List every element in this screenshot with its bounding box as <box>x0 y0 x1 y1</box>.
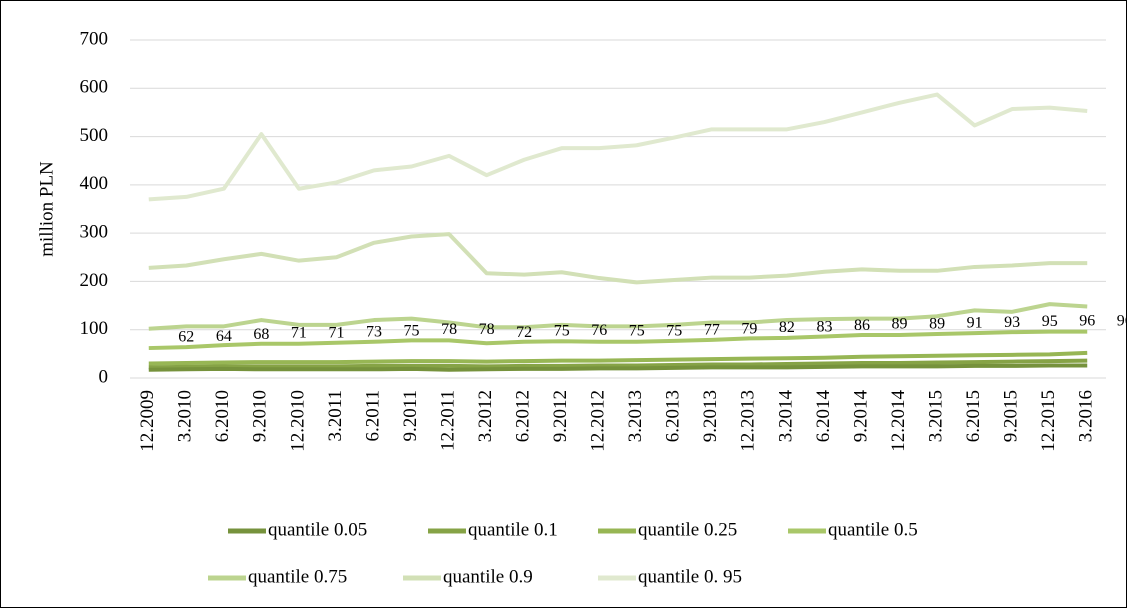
data-label: 82 <box>779 319 795 336</box>
series-line <box>148 350 1088 366</box>
x-tick-label: 12.2015 <box>1038 390 1059 452</box>
x-tick-label: 12.2012 <box>588 390 609 452</box>
data-label: 75 <box>666 322 682 339</box>
data-label: 95 <box>1042 313 1058 330</box>
x-tick-label: 9.2011 <box>400 390 421 442</box>
y-tick-label: 400 <box>80 173 109 194</box>
data-label: 91 <box>967 315 983 332</box>
x-tick-label: 3.2012 <box>475 390 496 442</box>
series-line <box>148 329 1088 351</box>
series-line <box>148 232 1088 285</box>
x-tick-label: 9.2013 <box>700 390 721 442</box>
x-tick-label: 6.2010 <box>212 390 233 442</box>
series-line <box>148 363 1088 372</box>
series-line <box>148 302 1088 331</box>
x-tick-label: 3.2011 <box>325 390 346 442</box>
data-label: 71 <box>328 324 344 341</box>
data-label: 76 <box>591 322 607 339</box>
y-tick-label: 200 <box>80 270 109 291</box>
x-tick-label: 12.2013 <box>738 390 759 452</box>
x-tick-label: 12.2014 <box>888 390 909 452</box>
data-label: 78 <box>479 321 495 338</box>
legend-label: quantile 0.9 <box>443 566 533 587</box>
data-label: 64 <box>216 328 232 345</box>
x-tick-label: 9.2010 <box>250 390 271 442</box>
y-tick-label: 500 <box>80 125 109 146</box>
y-tick-label: 0 <box>99 366 109 387</box>
y-tick-label: 300 <box>80 222 109 243</box>
data-label: 68 <box>253 326 269 343</box>
data-label: 96 <box>1079 312 1095 329</box>
x-tick-label: 12.2010 <box>287 390 308 452</box>
data-label: 71 <box>291 324 307 341</box>
y-tick-label: 600 <box>80 77 109 98</box>
data-label: 89 <box>892 316 908 333</box>
legend-label: quantile 0.05 <box>268 519 367 540</box>
data-label: 93 <box>1004 314 1020 331</box>
data-label: 78 <box>441 321 457 338</box>
legend-label: quantile 0.5 <box>828 519 918 540</box>
series-line <box>148 92 1088 202</box>
data-label: 73 <box>366 323 382 340</box>
data-label: 96 <box>1117 312 1127 329</box>
data-label: 89 <box>929 316 945 333</box>
data-label: 75 <box>629 322 645 339</box>
data-label: 77 <box>704 321 720 338</box>
data-label: 72 <box>516 324 532 341</box>
x-tick-label: 6.2012 <box>513 390 534 442</box>
x-tick-label: 6.2011 <box>362 390 383 442</box>
x-tick-label: 6.2014 <box>813 390 834 443</box>
y-tick-label: 100 <box>80 318 109 339</box>
series-line <box>148 358 1088 370</box>
data-label: 83 <box>816 319 832 336</box>
x-tick-label: 3.2013 <box>625 390 646 442</box>
x-tick-label: 3.2015 <box>925 390 946 442</box>
legend-label: quantile 0.75 <box>248 566 347 587</box>
legend-label: quantile 0.25 <box>638 519 737 540</box>
data-label: 62 <box>178 329 194 346</box>
x-tick-label: 12.2009 <box>137 390 158 452</box>
x-tick-label: 3.2010 <box>175 390 196 442</box>
x-tick-label: 3.2014 <box>775 390 796 443</box>
x-tick-label: 9.2015 <box>1001 390 1022 442</box>
legend-label: quantile 0.1 <box>468 519 558 540</box>
x-tick-label: 6.2015 <box>963 390 984 442</box>
y-axis-label: million PLN <box>36 161 57 257</box>
data-label: 86 <box>854 317 870 334</box>
x-tick-label: 9.2014 <box>850 390 871 443</box>
legend-label: quantile 0. 95 <box>638 566 742 587</box>
x-tick-label: 3.2016 <box>1076 390 1097 442</box>
data-label: 75 <box>554 322 570 339</box>
data-label: 75 <box>404 322 420 339</box>
x-tick-label: 6.2013 <box>663 390 684 442</box>
data-label: 79 <box>741 321 757 338</box>
x-tick-label: 12.2011 <box>437 390 458 451</box>
x-tick-label: 9.2012 <box>550 390 571 442</box>
y-tick-label: 700 <box>80 28 109 49</box>
